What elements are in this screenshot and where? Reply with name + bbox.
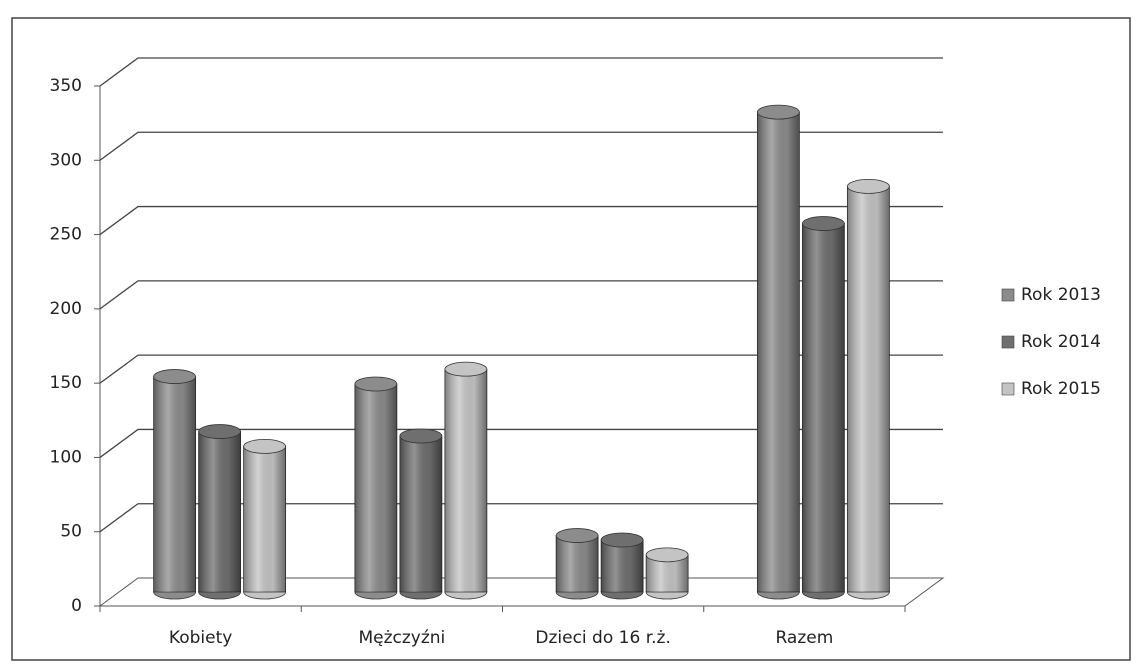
grid-line	[99, 354, 943, 384]
x-tick-label: Dzieci do 16 r.ż.	[535, 628, 670, 648]
y-tick-label: 250	[50, 225, 82, 245]
legend-label: Rok 2014	[1021, 332, 1101, 352]
y-tick-label: 0	[71, 596, 82, 616]
x-tick-label: Mężczyźni	[358, 628, 445, 648]
bar-top	[801, 216, 845, 231]
bar-shade	[153, 376, 196, 592]
bar-shade	[802, 223, 845, 593]
bar-top	[153, 369, 197, 384]
frame	[11, 17, 1131, 661]
bar-top	[444, 361, 488, 377]
y-tick-label: 200	[50, 299, 82, 319]
y-tick-label: 150	[50, 373, 82, 393]
bar-shade	[444, 369, 487, 592]
bar-top	[354, 376, 398, 392]
y-tick-label: 100	[50, 447, 82, 467]
bar-shade	[556, 535, 599, 592]
grid-line	[99, 205, 943, 236]
x-tick-label: Razem	[775, 628, 833, 648]
y-tick-label: 300	[50, 150, 82, 170]
bar-top	[846, 178, 890, 194]
legend-swatch	[1001, 382, 1015, 396]
bar-top	[645, 547, 689, 563]
bar-top	[399, 428, 443, 444]
legend-label: Rok 2015	[1021, 379, 1101, 399]
bar-top	[198, 424, 242, 439]
grid-line	[99, 503, 943, 533]
bar-shade	[243, 446, 286, 592]
bar-top	[600, 532, 644, 548]
legend-swatch	[1001, 335, 1015, 349]
y-tick-label: 350	[50, 76, 82, 96]
bar-shade	[847, 186, 890, 592]
bar-shade	[354, 384, 397, 592]
bar-shade	[198, 431, 241, 592]
bar-top	[243, 438, 287, 454]
legend-label: Rok 2013	[1021, 285, 1101, 305]
y-tick-label: 50	[60, 522, 82, 542]
grid-line	[99, 280, 943, 310]
x-tick-label: Kobiety	[169, 628, 232, 648]
bar-shade	[601, 540, 644, 592]
bar-top	[555, 528, 599, 543]
floor	[99, 577, 945, 607]
grid-line	[99, 428, 943, 458]
legend-swatch	[1001, 288, 1015, 302]
bar-shade	[399, 436, 442, 592]
grid-line	[99, 57, 943, 87]
bar-top	[756, 104, 800, 120]
bar-shade	[757, 112, 800, 592]
grid-line	[99, 131, 943, 161]
